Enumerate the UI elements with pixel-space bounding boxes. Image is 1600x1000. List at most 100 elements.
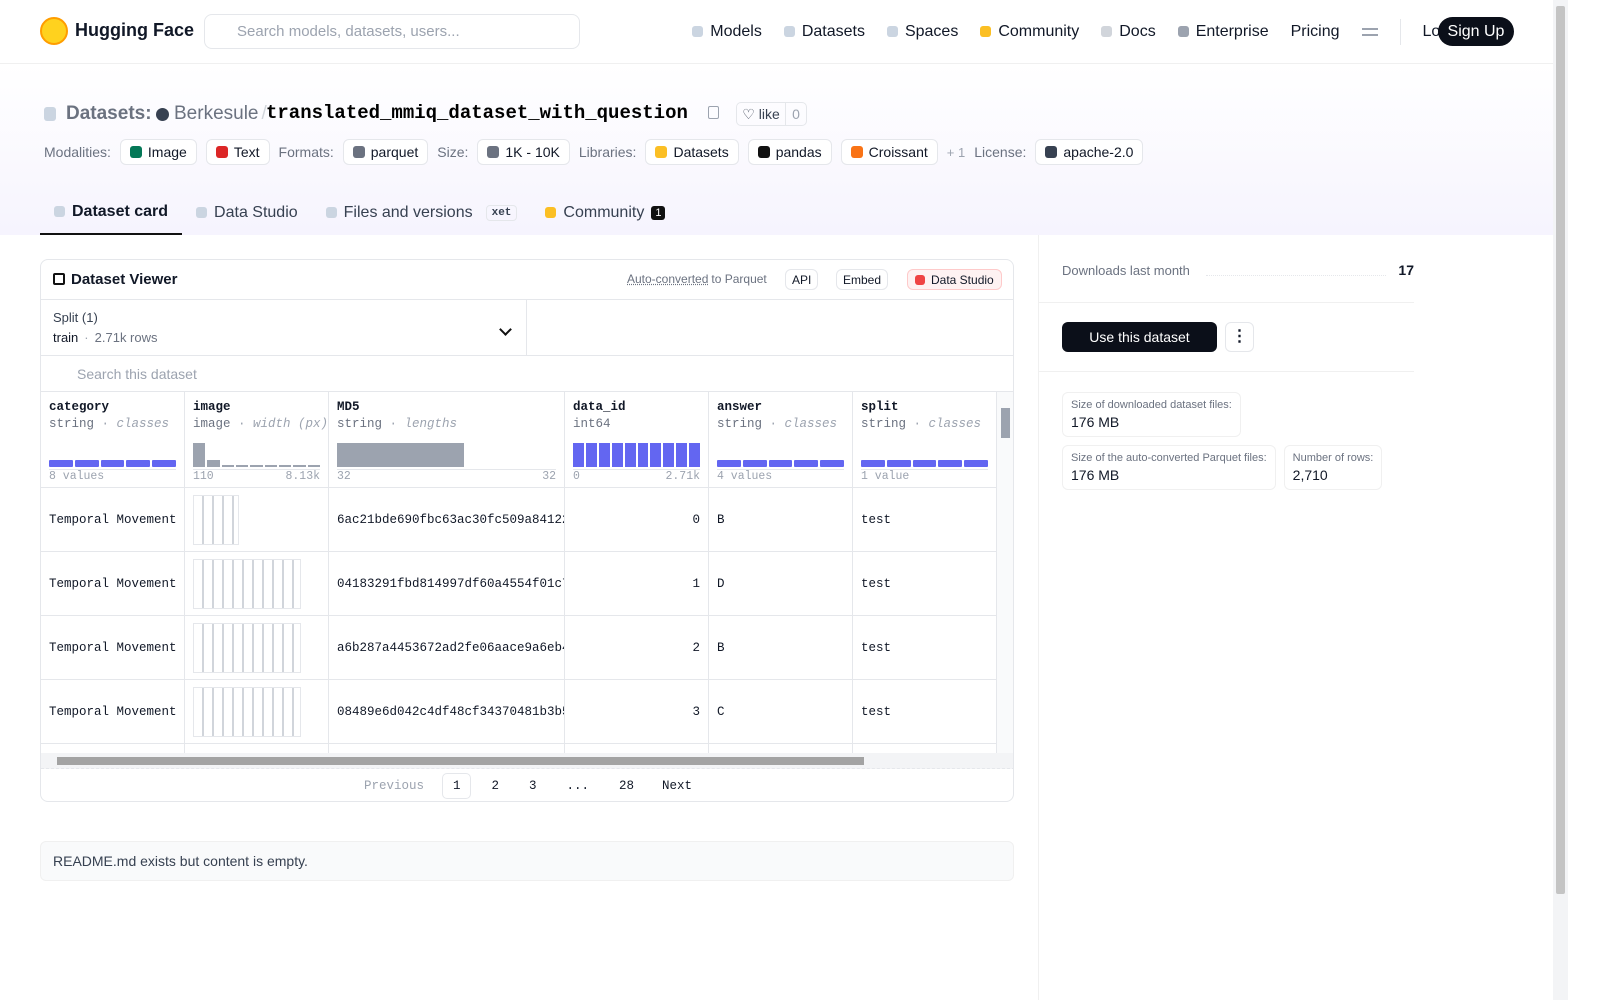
nav-link[interactable]: Spaces	[886, 23, 958, 41]
nav-link[interactable]: Enterprise	[1177, 23, 1269, 41]
class-bar	[49, 460, 73, 467]
page-button[interactable]: 28	[619, 779, 635, 793]
page-button[interactable]: ...	[566, 779, 590, 793]
dot: ·	[230, 417, 254, 431]
section-label[interactable]: Datasets:	[66, 103, 152, 124]
page-button[interactable]: 3	[528, 779, 537, 793]
nav-link[interactable]: Datasets	[783, 23, 865, 41]
column-stat: 2.71k	[665, 470, 700, 483]
viewer-search[interactable]: Search this dataset	[41, 356, 1013, 392]
next-button[interactable]: Next	[662, 779, 693, 793]
table-cell: 08489e6d042c4df48cf34370481b3b5d	[329, 680, 565, 744]
tab[interactable]: Dataset card	[40, 190, 183, 235]
hist-bar	[193, 443, 206, 467]
logo[interactable]	[40, 17, 68, 45]
stat-box: Size of downloaded dataset files: 176 MB	[1062, 392, 1241, 437]
tag-icon	[1045, 146, 1058, 158]
v-thumb[interactable]	[1001, 408, 1010, 438]
community-count: 1	[651, 205, 666, 220]
tab[interactable]: Community 1	[531, 190, 679, 235]
tag-chip[interactable]: Text	[205, 139, 270, 165]
dot: ·	[762, 417, 785, 431]
page-button[interactable]: 2	[491, 779, 499, 793]
search-box[interactable]: Search models, datasets, users...	[204, 14, 580, 49]
tab-icon	[54, 206, 65, 217]
nav-link-label: Docs	[1119, 22, 1156, 40]
tag-chip[interactable]: 1K - 10K	[477, 139, 570, 165]
tag-chip[interactable]: apache-2.0	[1035, 139, 1144, 165]
h-thumb[interactable]	[57, 757, 864, 765]
cell-text: Temporal Movement	[49, 576, 177, 591]
nav-icon	[1101, 26, 1113, 37]
dot: ·	[906, 417, 929, 431]
like-button[interactable]: ♡ like 0	[736, 102, 807, 126]
tag-icon	[352, 146, 365, 158]
column-stats: 4 values	[717, 469, 844, 483]
nav-link[interactable]: Community	[980, 23, 1079, 41]
tag-chip[interactable]: Image	[119, 139, 197, 165]
page-thumb[interactable]	[1556, 6, 1565, 894]
nav-link[interactable]: Docs	[1101, 22, 1156, 41]
table-cell	[565, 744, 709, 753]
column-header[interactable]: data_id int64 0 2.71k	[565, 392, 709, 488]
column-header[interactable]: image image · width (px) 110 8.13k	[185, 392, 329, 488]
column-summary	[573, 439, 701, 467]
brand[interactable]: Hugging Face	[75, 20, 195, 40]
page-button[interactable]: 1	[441, 773, 472, 799]
v-scrollbar[interactable]	[997, 392, 1013, 753]
hist-bar	[624, 443, 636, 467]
tag-chip[interactable]: parquet	[342, 139, 429, 165]
image-thumb[interactable]	[193, 686, 301, 737]
split-select[interactable]: Split (1) train · 2.71k rows	[41, 300, 527, 355]
column-summary	[337, 439, 556, 467]
class-bar	[912, 460, 937, 467]
nav-link[interactable]: Pricing	[1291, 23, 1340, 41]
tag-chip[interactable]: pandas	[747, 139, 832, 165]
table-cell	[185, 680, 329, 744]
owner[interactable]: Berkesule	[174, 103, 259, 124]
menu-icon[interactable]	[1361, 27, 1378, 36]
use-dataset-button[interactable]: Use this dataset	[1062, 322, 1217, 352]
tag-text: apache-2.0	[1063, 144, 1134, 160]
tab-label: Data Studio	[214, 203, 298, 221]
column-stat: 32	[337, 470, 351, 483]
table-cell	[709, 744, 853, 753]
column-header[interactable]: category string · classes 8 values	[41, 392, 185, 488]
api-button[interactable]: API	[785, 269, 819, 290]
more-button[interactable]: ⋮	[1225, 322, 1254, 352]
image-thumb[interactable]	[193, 494, 239, 545]
image-thumb[interactable]	[193, 622, 301, 673]
tag-chip[interactable]: Datasets	[645, 139, 739, 165]
column-dtype: int64	[573, 417, 611, 431]
column-header[interactable]: answer string · classes 4 values	[709, 392, 853, 488]
column-type: string · classes	[49, 417, 176, 431]
data-studio-button[interactable]: Data Studio	[907, 269, 1002, 290]
tag-chip[interactable]: Croissant	[840, 139, 938, 165]
column-stat: 0	[573, 470, 580, 483]
split-value: train · 2.71k rows	[53, 330, 158, 345]
tab[interactable]: Data Studio	[182, 190, 312, 235]
nav-link-label: Pricing	[1290, 22, 1340, 40]
image-thumb[interactable]	[193, 558, 301, 609]
auto-converted-link[interactable]: Auto-converted	[627, 272, 709, 286]
column-header[interactable]: MD5 string · lengths 32 32	[329, 392, 565, 488]
signup-button[interactable]: Sign Up	[1438, 17, 1514, 46]
column-header[interactable]: split string · classes 1 value	[853, 392, 997, 488]
pagination: Previous 1 2 3... 28 Next	[41, 770, 1013, 801]
nav-link[interactable]: Models	[692, 23, 762, 41]
class-bar	[717, 460, 741, 467]
class-bar	[794, 460, 819, 467]
nav-link-label: Models	[710, 22, 762, 40]
tab[interactable]: Files and versions xet	[312, 190, 532, 235]
column-name: MD5	[337, 400, 360, 414]
hist-bar	[637, 443, 649, 467]
tag-more[interactable]: + 1	[946, 144, 966, 160]
embed-button[interactable]: Embed	[836, 269, 889, 290]
copy-icon[interactable]	[708, 106, 719, 119]
column-name: split	[861, 400, 899, 414]
repo-name[interactable]: translated_mmiq_dataset_with_question	[266, 102, 688, 124]
tab-icon	[545, 207, 557, 218]
h-scrollbar[interactable]	[41, 753, 1013, 769]
divider	[1038, 371, 1414, 372]
page-scrollbar[interactable]	[1553, 0, 1568, 1000]
